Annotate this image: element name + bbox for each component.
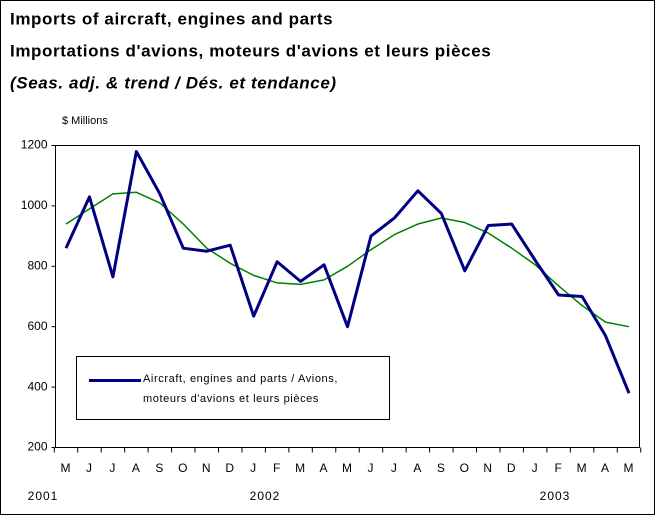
year-label: 2001 <box>28 489 59 503</box>
series-line <box>64 150 631 394</box>
y-tick-label: 1200 <box>21 138 48 152</box>
x-tick-label: J <box>367 461 374 475</box>
x-tick-label: N <box>202 461 212 475</box>
x-tick-label: J <box>250 461 257 475</box>
y-axis-label: $ Millions <box>62 115 108 127</box>
legend-label: Aircraft, engines and parts / Avions, mo… <box>143 373 339 405</box>
y-tick-label: 1000 <box>21 198 48 212</box>
x-tick-label: M <box>577 461 588 475</box>
x-tick-label: F <box>554 461 562 475</box>
x-tick-label: D <box>225 461 235 475</box>
x-tick-label: A <box>601 461 610 475</box>
x-tick-label: D <box>507 461 517 475</box>
x-tick-label: J <box>391 461 398 475</box>
x-tick-label: O <box>460 461 470 475</box>
y-tick-label: 400 <box>27 379 47 393</box>
year-label: 2002 <box>250 489 281 503</box>
legend: Aircraft, engines and parts / Avions, mo… <box>76 356 390 420</box>
legend-swatch <box>89 379 141 382</box>
x-tick-label: A <box>413 461 422 475</box>
plot-frame <box>55 145 640 448</box>
x-tick-label: A <box>320 461 329 475</box>
x-tick-label: M <box>624 461 635 475</box>
x-tick-label: F <box>273 461 281 475</box>
x-tick-label: N <box>483 461 493 475</box>
x-tick-label: M <box>61 461 72 475</box>
x-tick-label: A <box>132 461 141 475</box>
year-label: 2003 <box>540 489 571 503</box>
x-tick-label: S <box>155 461 164 475</box>
y-tick-label: 800 <box>27 258 47 272</box>
chart-title: Imports of aircraft, engines and parts <box>10 9 333 28</box>
series-line <box>65 191 630 328</box>
x-tick-label: M <box>342 461 353 475</box>
x-tick-label: S <box>437 461 446 475</box>
x-tick-label: J <box>109 461 116 475</box>
x-tick-label: J <box>532 461 539 475</box>
chart-subtitle: Importations d'avions, moteurs d'avions … <box>10 41 491 60</box>
y-tick-label: 200 <box>27 440 47 454</box>
y-tick-label: 600 <box>27 319 47 333</box>
x-tick-label: O <box>178 461 188 475</box>
chart-note: (Seas. adj. & trend / Dés. et tendance) <box>10 73 337 92</box>
x-tick-label: M <box>295 461 306 475</box>
x-tick-label: J <box>86 461 93 475</box>
